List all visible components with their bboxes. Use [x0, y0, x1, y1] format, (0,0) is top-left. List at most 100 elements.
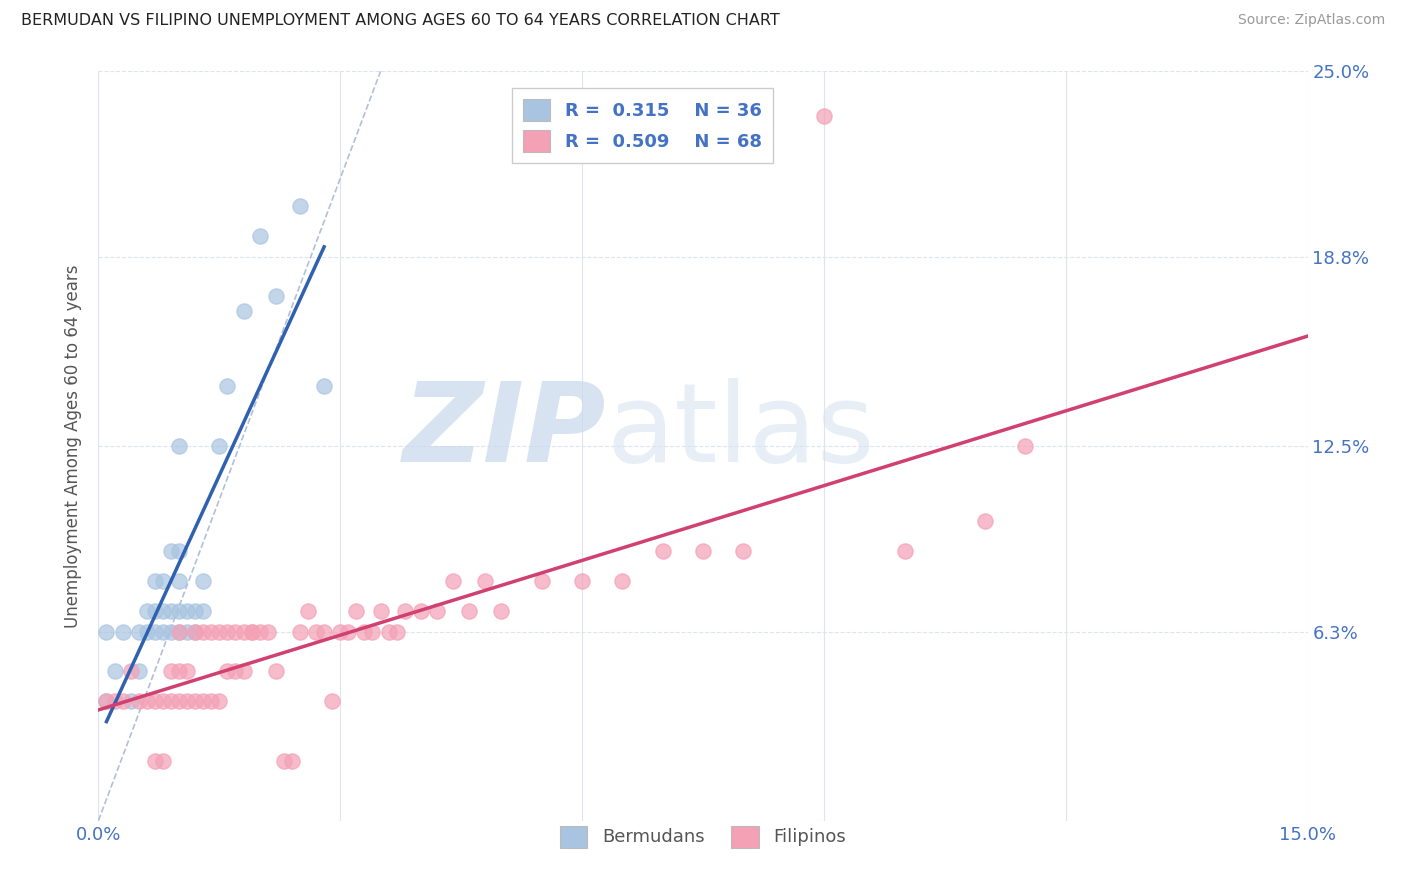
- Point: [232, 624, 254, 639]
- Point: [208, 439, 231, 453]
- Legend: Bermudans, Filipinos: Bermudans, Filipinos: [551, 816, 855, 856]
- Point: [273, 754, 295, 768]
- Point: [167, 574, 190, 588]
- Point: [249, 229, 271, 244]
- Point: [361, 624, 384, 639]
- Point: [96, 624, 118, 639]
- Point: [135, 604, 157, 618]
- Point: [441, 574, 464, 588]
- Point: [208, 694, 231, 708]
- Point: [409, 604, 432, 618]
- Point: [491, 604, 513, 618]
- Point: [224, 664, 246, 678]
- Point: [167, 604, 190, 618]
- Point: [184, 624, 207, 639]
- Point: [256, 624, 278, 639]
- Point: [143, 694, 166, 708]
- Point: [240, 624, 263, 639]
- Point: [377, 624, 399, 639]
- Point: [167, 664, 190, 678]
- Point: [297, 604, 319, 618]
- Point: [160, 694, 183, 708]
- Point: [217, 664, 239, 678]
- Point: [208, 624, 231, 639]
- Text: BERMUDAN VS FILIPINO UNEMPLOYMENT AMONG AGES 60 TO 64 YEARS CORRELATION CHART: BERMUDAN VS FILIPINO UNEMPLOYMENT AMONG …: [21, 13, 780, 29]
- Point: [152, 754, 174, 768]
- Point: [733, 544, 755, 558]
- Point: [370, 604, 392, 618]
- Point: [193, 574, 215, 588]
- Point: [651, 544, 673, 558]
- Point: [281, 754, 304, 768]
- Point: [152, 574, 174, 588]
- Point: [135, 624, 157, 639]
- Point: [200, 694, 222, 708]
- Point: [385, 624, 408, 639]
- Point: [314, 379, 336, 393]
- Y-axis label: Unemployment Among Ages 60 to 64 years: Unemployment Among Ages 60 to 64 years: [65, 264, 83, 628]
- Point: [160, 624, 183, 639]
- Point: [152, 604, 174, 618]
- Point: [143, 624, 166, 639]
- Point: [103, 694, 125, 708]
- Point: [128, 624, 150, 639]
- Point: [143, 604, 166, 618]
- Point: [813, 109, 835, 123]
- Point: [249, 624, 271, 639]
- Point: [184, 624, 207, 639]
- Point: [96, 694, 118, 708]
- Point: [232, 664, 254, 678]
- Point: [200, 624, 222, 639]
- Point: [321, 694, 343, 708]
- Point: [143, 574, 166, 588]
- Point: [353, 624, 375, 639]
- Point: [240, 624, 263, 639]
- Point: [612, 574, 634, 588]
- Point: [224, 624, 246, 639]
- Point: [120, 664, 142, 678]
- Point: [264, 289, 287, 303]
- Point: [167, 694, 190, 708]
- Point: [974, 514, 997, 528]
- Point: [111, 624, 134, 639]
- Point: [344, 604, 367, 618]
- Point: [160, 544, 183, 558]
- Point: [337, 624, 360, 639]
- Point: [426, 604, 449, 618]
- Point: [305, 624, 328, 639]
- Point: [176, 624, 198, 639]
- Point: [176, 604, 198, 618]
- Point: [143, 754, 166, 768]
- Point: [128, 664, 150, 678]
- Point: [458, 604, 481, 618]
- Point: [128, 694, 150, 708]
- Point: [167, 624, 190, 639]
- Point: [329, 624, 352, 639]
- Point: [152, 694, 174, 708]
- Text: ZIP: ZIP: [402, 377, 606, 484]
- Point: [111, 694, 134, 708]
- Point: [167, 439, 190, 453]
- Point: [474, 574, 496, 588]
- Point: [288, 624, 311, 639]
- Point: [217, 379, 239, 393]
- Point: [184, 604, 207, 618]
- Point: [120, 694, 142, 708]
- Point: [394, 604, 416, 618]
- Point: [232, 304, 254, 318]
- Point: [193, 624, 215, 639]
- Point: [893, 544, 915, 558]
- Point: [103, 664, 125, 678]
- Point: [167, 544, 190, 558]
- Text: atlas: atlas: [606, 377, 875, 484]
- Point: [314, 624, 336, 639]
- Point: [176, 694, 198, 708]
- Point: [193, 604, 215, 618]
- Point: [288, 199, 311, 213]
- Point: [160, 664, 183, 678]
- Point: [184, 694, 207, 708]
- Point: [692, 544, 714, 558]
- Text: Source: ZipAtlas.com: Source: ZipAtlas.com: [1237, 13, 1385, 28]
- Point: [217, 624, 239, 639]
- Point: [135, 694, 157, 708]
